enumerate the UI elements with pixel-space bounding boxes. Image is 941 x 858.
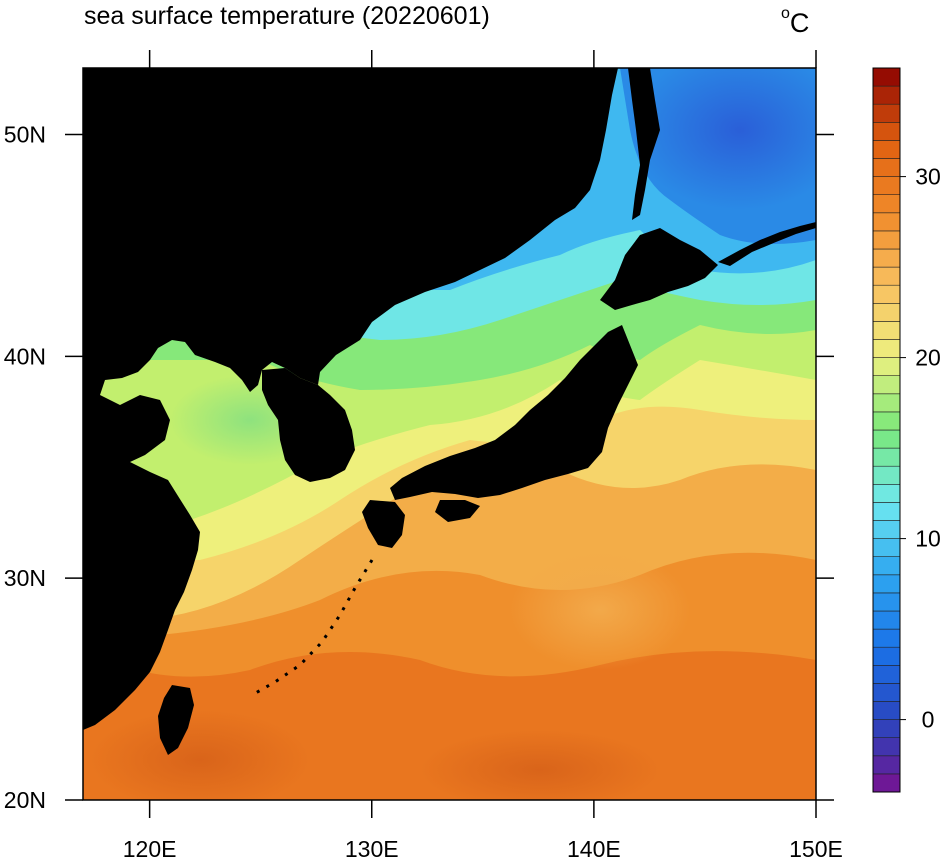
colorbar-swatch <box>872 628 901 648</box>
colorbar-swatch <box>872 194 901 214</box>
colorbar-swatch <box>872 646 901 666</box>
colorbar-swatch <box>872 67 901 87</box>
colorbar-swatch <box>872 248 901 268</box>
colorbar-swatch <box>872 465 901 485</box>
colorbar-swatch <box>872 773 901 793</box>
land-asia <box>83 68 618 730</box>
colorbar-swatch <box>872 737 901 757</box>
sst-warm-patch-west <box>90 710 310 800</box>
colorbar-swatch <box>872 230 901 250</box>
colorbar-swatch <box>872 520 901 539</box>
colorbar-swatch <box>872 284 901 304</box>
colorbar-swatch <box>872 447 901 467</box>
colorbar <box>872 67 901 793</box>
colorbar-swatch <box>872 429 901 449</box>
colorbar-swatch <box>872 411 901 431</box>
land-honshu <box>390 325 638 500</box>
colorbar-axis: 0 10 20 30 <box>900 164 941 733</box>
colorbar-tick-label: 0 <box>922 707 935 733</box>
colorbar-swatch <box>872 592 901 612</box>
colorbar-swatch <box>872 266 901 286</box>
colorbar-swatch <box>872 483 901 503</box>
colorbar-swatch <box>872 176 901 196</box>
colorbar-swatch <box>872 103 901 123</box>
colorbar-swatch <box>872 556 901 576</box>
sst-warm-patch-south <box>420 730 660 800</box>
colorbar-swatch <box>872 683 901 702</box>
colorbar-swatch <box>872 302 901 322</box>
colorbar-swatch <box>872 502 901 521</box>
degree-mark: o <box>781 5 790 22</box>
colorbar-swatch <box>872 664 901 684</box>
lat-tick-label: 20N <box>4 787 46 813</box>
colorbar-swatch <box>872 393 901 413</box>
lat-tick-label: 30N <box>4 565 46 591</box>
colorbar-swatch <box>872 357 901 377</box>
colorbar-swatch <box>872 719 901 738</box>
land-shikoku <box>435 500 480 522</box>
land-taiwan <box>158 685 194 755</box>
colorbar-tick-label: 10 <box>915 526 941 552</box>
lon-tick-label: 120E <box>123 836 177 858</box>
sst-field <box>83 68 816 800</box>
colorbar-swatch <box>872 574 901 594</box>
lat-tick-label: 40N <box>4 343 46 369</box>
colorbar-swatch <box>872 610 901 630</box>
colorbar-swatch <box>872 158 901 177</box>
colorbar-swatch <box>872 122 901 141</box>
map-axes: 120E 130E 140E 150E 20N 30N 40N 50N <box>4 50 843 858</box>
lon-tick-label: 130E <box>345 836 399 858</box>
lon-tick-label: 150E <box>789 836 843 858</box>
colorbar-swatch <box>872 755 901 775</box>
map-title: sea surface temperature (20220601) <box>84 2 490 30</box>
sst-okhotsk-cold <box>630 68 816 210</box>
land-korea <box>262 368 355 482</box>
land-kyushu <box>362 500 405 548</box>
colorbar-swatch <box>872 701 901 720</box>
colorbar-swatch <box>872 339 901 358</box>
sst-kuroshio-eddy <box>510 550 690 670</box>
land-hokkaido <box>600 228 718 310</box>
lon-tick-label: 140E <box>567 836 621 858</box>
colorbar-tick-label: 30 <box>915 164 941 190</box>
plot-frame <box>82 67 817 801</box>
lat-tick-label: 50N <box>4 122 46 148</box>
colorbar-swatch <box>872 375 901 395</box>
colorbar-tick-label: 20 <box>915 345 941 371</box>
unit-letter: C <box>789 8 810 38</box>
colorbar-swatch <box>872 538 901 557</box>
colorbar-swatch <box>872 85 901 105</box>
colorbar-frame <box>872 67 901 793</box>
land-sakhalin <box>628 68 660 220</box>
colorbar-swatch <box>872 212 901 232</box>
unit-label: oC <box>781 2 809 39</box>
colorbar-swatch <box>872 321 901 340</box>
land-kuril-islands <box>718 222 816 266</box>
colorbar-swatch <box>872 140 901 159</box>
